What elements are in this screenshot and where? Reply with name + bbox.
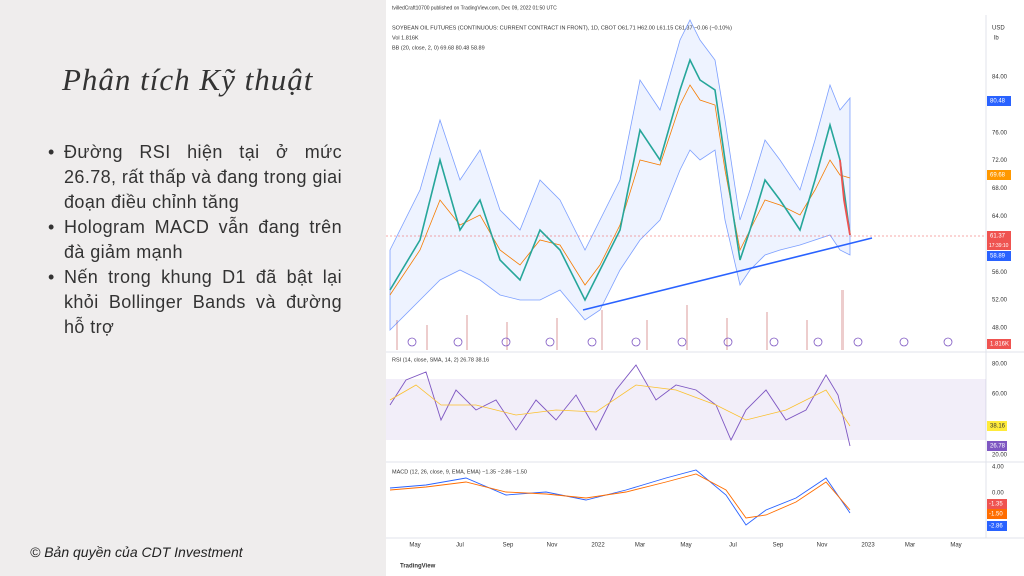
event-icon	[813, 337, 823, 347]
event-icon	[453, 337, 463, 347]
support-line	[582, 237, 873, 311]
event-icon	[943, 337, 953, 347]
event-icon	[853, 337, 863, 347]
rsi-tick-label: 80.00	[992, 362, 1008, 368]
bullet-list: Đường RSI hiện tại ở mức 26.78, rất thấp…	[48, 140, 342, 340]
price	[389, 57, 851, 302]
event-icon	[677, 337, 687, 347]
event-icon	[723, 337, 733, 347]
macd-badge-label: -1.35	[989, 502, 1003, 508]
time-label: 2023	[861, 543, 875, 549]
price-badge	[987, 170, 1011, 180]
brand: TradingView	[400, 564, 436, 570]
macd-badge	[987, 499, 1007, 509]
rsi-line	[389, 364, 851, 447]
rsi-badge-label: 38.16	[990, 424, 1006, 430]
chart-bg	[386, 0, 1024, 576]
event-icon	[769, 337, 779, 347]
event-icon	[587, 337, 597, 347]
bullet: Hologram MACD vẫn đang trên đà giảm mạnh	[48, 215, 342, 265]
macd-tick-label: 0.00	[992, 491, 1004, 497]
price-tick-label: 68.00	[992, 186, 1008, 192]
chart-screenshot: tvilledCraft10700 published on TradingVi…	[386, 0, 1024, 576]
signal-line	[389, 473, 851, 519]
price-badge-label: 69.68	[990, 173, 1006, 179]
event-icon	[501, 337, 511, 347]
price-badge-label: 61.37	[990, 234, 1006, 240]
event-icon	[899, 337, 909, 347]
bollinger-band	[389, 19, 851, 331]
time-label: May	[680, 543, 691, 549]
price-badge-label: 58.89	[990, 254, 1006, 260]
text-panel: Phân tích Kỹ thuật Đường RSI hiện tại ở …	[0, 0, 386, 576]
macd-line	[389, 469, 851, 526]
bullet: Đường RSI hiện tại ở mức 26.78, rất thấp…	[48, 140, 342, 215]
price-badge	[987, 339, 1011, 349]
price-tick-label: 56.00	[992, 270, 1008, 276]
rsi-legend: RSI (14, close, SMA, 14, 2) 26.78 38.16	[392, 357, 489, 363]
bb-line: BB (20, close, 2, 0) 69.68 80.48 58.89	[392, 45, 485, 51]
macd-badge-label: -2.86	[989, 524, 1003, 530]
volume-bars	[396, 290, 844, 350]
macd-tick-label: 4.00	[992, 465, 1004, 471]
time-label: 2022	[591, 543, 605, 549]
copyright: © Bản quyền của CDT Investment	[30, 544, 243, 560]
price-tick-label: 64.00	[992, 214, 1008, 220]
rsi-band	[386, 379, 986, 440]
slide-title: Phân tích Kỹ thuật	[62, 62, 314, 97]
time-label: Mar	[635, 543, 645, 549]
unit: lb	[994, 36, 999, 42]
price-tick-label: 76.00	[992, 130, 1008, 136]
price-badge	[987, 251, 1011, 261]
price-badge-label: 80.48	[990, 99, 1006, 105]
time-label: Jul	[456, 543, 464, 549]
rsi-badge-label: 26.78	[990, 444, 1006, 450]
time-label: Nov	[547, 543, 558, 549]
rsi-tick-label: 60.00	[992, 392, 1008, 398]
time-label: Jul	[729, 543, 737, 549]
time-label: Nov	[817, 543, 828, 549]
countdown: 17:39:10	[989, 243, 1009, 249]
price-tick-label: 48.00	[992, 326, 1008, 332]
event-icon	[545, 337, 555, 347]
rsi-ma	[389, 384, 851, 427]
macd-badge-label: -1.50	[989, 512, 1003, 518]
time-label: Mar	[905, 543, 915, 549]
volume-line: Vol 1.816K	[392, 35, 419, 41]
countdown-badge	[987, 241, 1011, 250]
macd-badge	[987, 521, 1007, 531]
currency: USD	[992, 26, 1005, 32]
price-tick-label: 72.00	[992, 158, 1008, 164]
symbol-line: SOYBEAN OIL FUTURES (CONTINUOUS: CURRENT…	[392, 25, 732, 31]
price-tick-label: 84.00	[992, 75, 1008, 81]
price-badge-label: 1.816K	[990, 342, 1009, 348]
price-recent	[839, 159, 851, 236]
price-badge	[987, 96, 1011, 106]
event-icon	[631, 337, 641, 347]
macd-badge	[987, 509, 1007, 519]
time-label: Sep	[773, 543, 784, 549]
event-icon	[407, 337, 417, 347]
price-badge	[987, 231, 1011, 241]
rsi-badge	[987, 441, 1007, 451]
time-label: May	[409, 543, 420, 549]
time-label: May	[950, 543, 961, 549]
macd-legend: MACD (12, 26, close, 9, EMA, EMA) −1.35 …	[392, 469, 527, 475]
bullet: Nến trong khung D1 đã bật lại khỏi Bolli…	[48, 265, 342, 340]
time-label: Sep	[503, 543, 514, 549]
published-note: tvilledCraft10700 published on TradingVi…	[392, 5, 557, 11]
rsi-badge	[987, 421, 1007, 431]
rsi-tick-label: 20.00	[992, 453, 1008, 459]
price-tick-label: 52.00	[992, 298, 1008, 304]
